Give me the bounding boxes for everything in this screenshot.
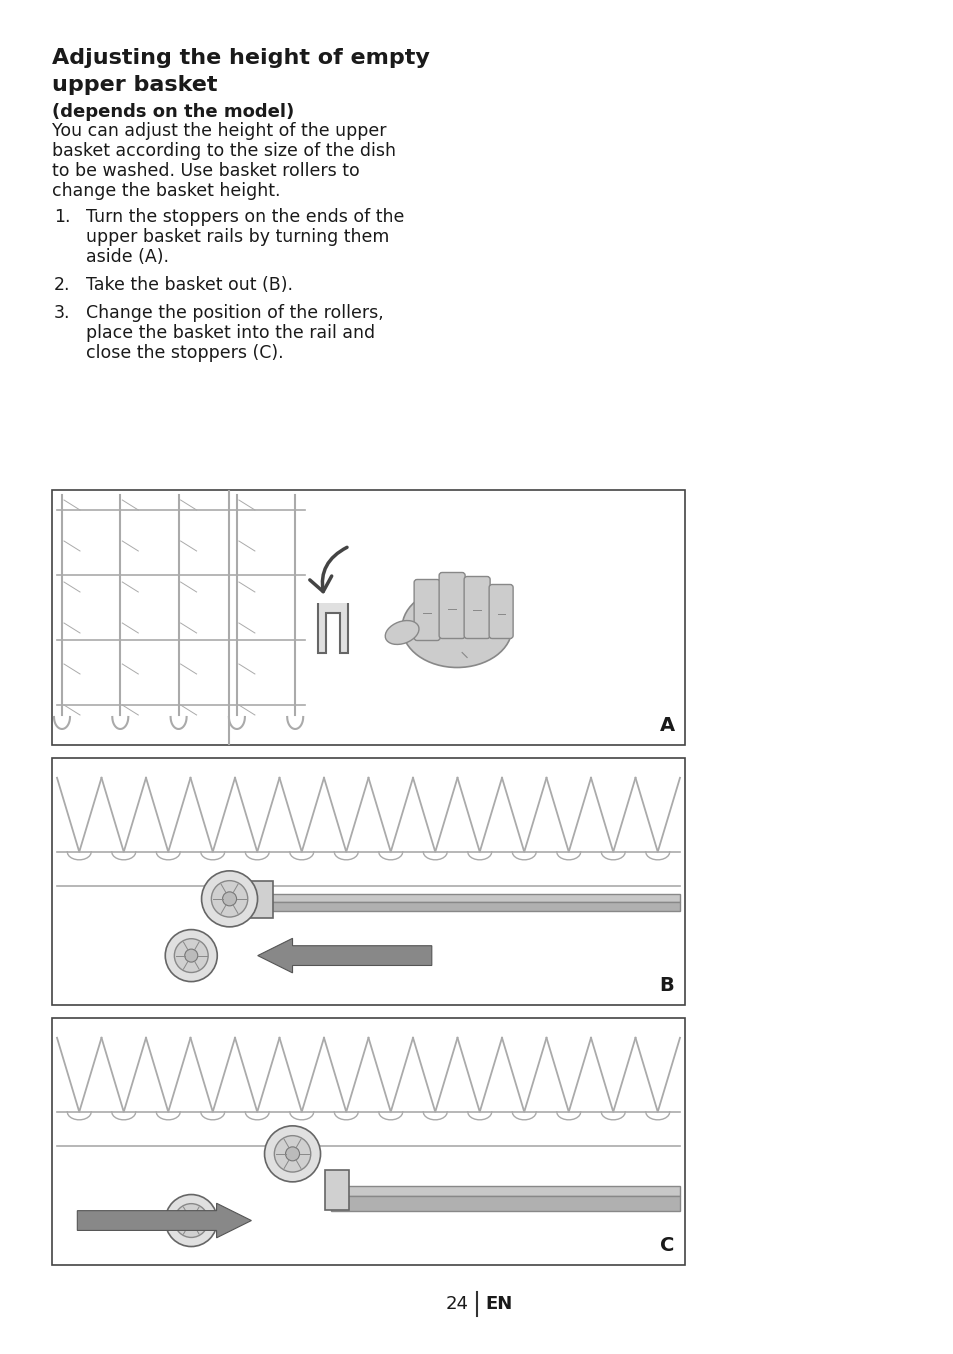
- Text: 3.: 3.: [54, 305, 71, 322]
- Text: place the basket into the rail and: place the basket into the rail and: [86, 324, 375, 343]
- FancyArrow shape: [77, 1204, 252, 1238]
- Text: Adjusting the height of empty: Adjusting the height of empty: [52, 47, 430, 68]
- FancyBboxPatch shape: [254, 894, 679, 902]
- Text: C: C: [659, 1236, 674, 1255]
- FancyBboxPatch shape: [249, 881, 273, 918]
- Bar: [52, 1018, 684, 1265]
- FancyBboxPatch shape: [330, 1186, 679, 1196]
- Circle shape: [212, 880, 248, 917]
- Circle shape: [201, 871, 257, 927]
- Text: 24: 24: [446, 1294, 469, 1313]
- Text: Change the position of the rollers,: Change the position of the rollers,: [86, 305, 383, 322]
- Text: 1.: 1.: [54, 209, 71, 226]
- Text: aside (A).: aside (A).: [86, 248, 169, 265]
- Circle shape: [174, 938, 208, 972]
- Circle shape: [185, 1215, 197, 1227]
- Circle shape: [174, 1204, 208, 1238]
- Text: B: B: [659, 976, 674, 995]
- Text: upper basket rails by turning them: upper basket rails by turning them: [86, 227, 389, 246]
- Circle shape: [165, 930, 217, 982]
- Text: A: A: [659, 716, 674, 735]
- Text: EN: EN: [484, 1294, 512, 1313]
- FancyBboxPatch shape: [324, 1170, 348, 1210]
- Text: change the basket height.: change the basket height.: [52, 181, 280, 200]
- Text: 2.: 2.: [54, 276, 71, 294]
- Text: to be washed. Use basket rollers to: to be washed. Use basket rollers to: [52, 162, 359, 180]
- Circle shape: [222, 892, 236, 906]
- Text: You can adjust the height of the upper: You can adjust the height of the upper: [52, 122, 386, 139]
- FancyBboxPatch shape: [489, 585, 513, 639]
- Circle shape: [185, 949, 197, 963]
- Ellipse shape: [402, 588, 512, 668]
- Circle shape: [285, 1147, 299, 1160]
- Text: close the stoppers (C).: close the stoppers (C).: [86, 344, 283, 362]
- Text: Turn the stoppers on the ends of the: Turn the stoppers on the ends of the: [86, 209, 404, 226]
- FancyBboxPatch shape: [254, 902, 679, 911]
- Circle shape: [264, 1125, 320, 1182]
- Bar: [52, 490, 684, 745]
- Text: (depends on the model): (depends on the model): [52, 103, 294, 121]
- FancyBboxPatch shape: [414, 580, 439, 640]
- Text: upper basket: upper basket: [52, 74, 217, 95]
- Polygon shape: [317, 603, 348, 653]
- Text: Take the basket out (B).: Take the basket out (B).: [86, 276, 293, 294]
- FancyArrow shape: [257, 938, 432, 974]
- FancyBboxPatch shape: [438, 573, 465, 639]
- Bar: [53, 492, 305, 743]
- FancyArrowPatch shape: [310, 547, 347, 592]
- Circle shape: [274, 1136, 311, 1173]
- Ellipse shape: [385, 620, 418, 645]
- Circle shape: [165, 1194, 217, 1247]
- Bar: [52, 758, 684, 1005]
- Text: basket according to the size of the dish: basket according to the size of the dish: [52, 142, 395, 160]
- FancyBboxPatch shape: [330, 1196, 679, 1210]
- FancyBboxPatch shape: [463, 577, 490, 639]
